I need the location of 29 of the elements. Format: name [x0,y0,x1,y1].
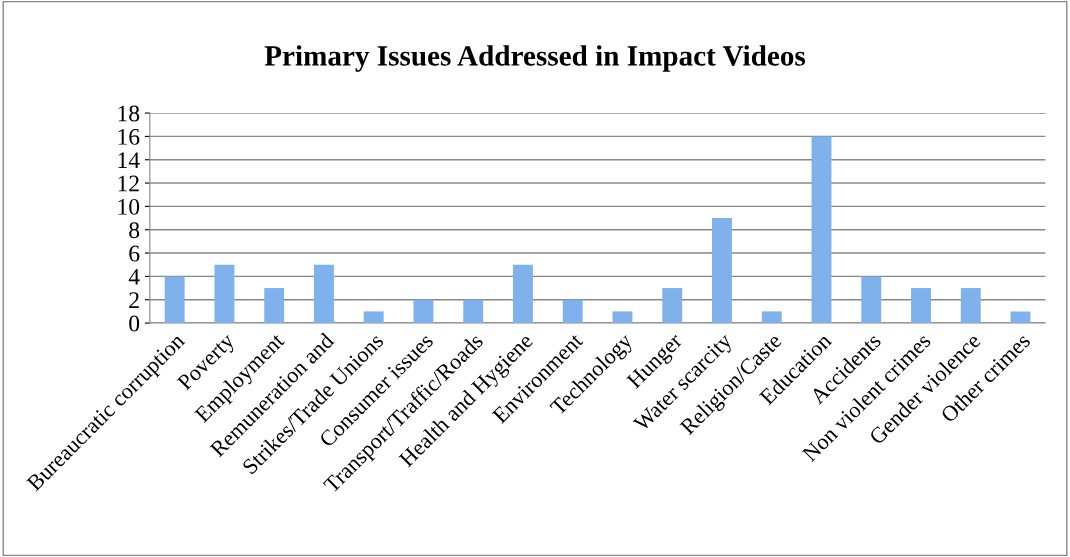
bar [313,264,334,324]
bar [911,288,931,324]
y-tick-label: 14 [118,152,140,168]
chart-title: Primary Issues Addressed in Impact Videos [264,45,806,72]
bar [413,299,434,324]
y-tick-label: 12 [118,175,139,192]
bar [363,311,384,324]
y-tick-label: 10 [118,198,140,215]
bar [612,311,633,324]
bar [811,136,832,324]
bar [761,311,782,324]
bar [861,276,882,324]
y-tick-label: 8 [129,222,140,239]
bar [164,276,185,324]
bar [264,288,285,324]
bar [712,218,732,324]
y-tick-label: 0 [129,315,140,332]
bar [513,264,533,324]
bar [562,299,583,324]
y-tick-label: 18 [118,105,140,122]
y-tick-label: 2 [129,292,139,308]
bar [214,264,235,324]
y-tick-label: 16 [118,128,140,145]
y-tick-label: 6 [129,245,140,262]
bar [960,288,981,324]
bar [1010,311,1031,324]
bar [662,288,683,324]
bar [463,299,484,324]
y-tick-label: 4 [128,269,140,285]
